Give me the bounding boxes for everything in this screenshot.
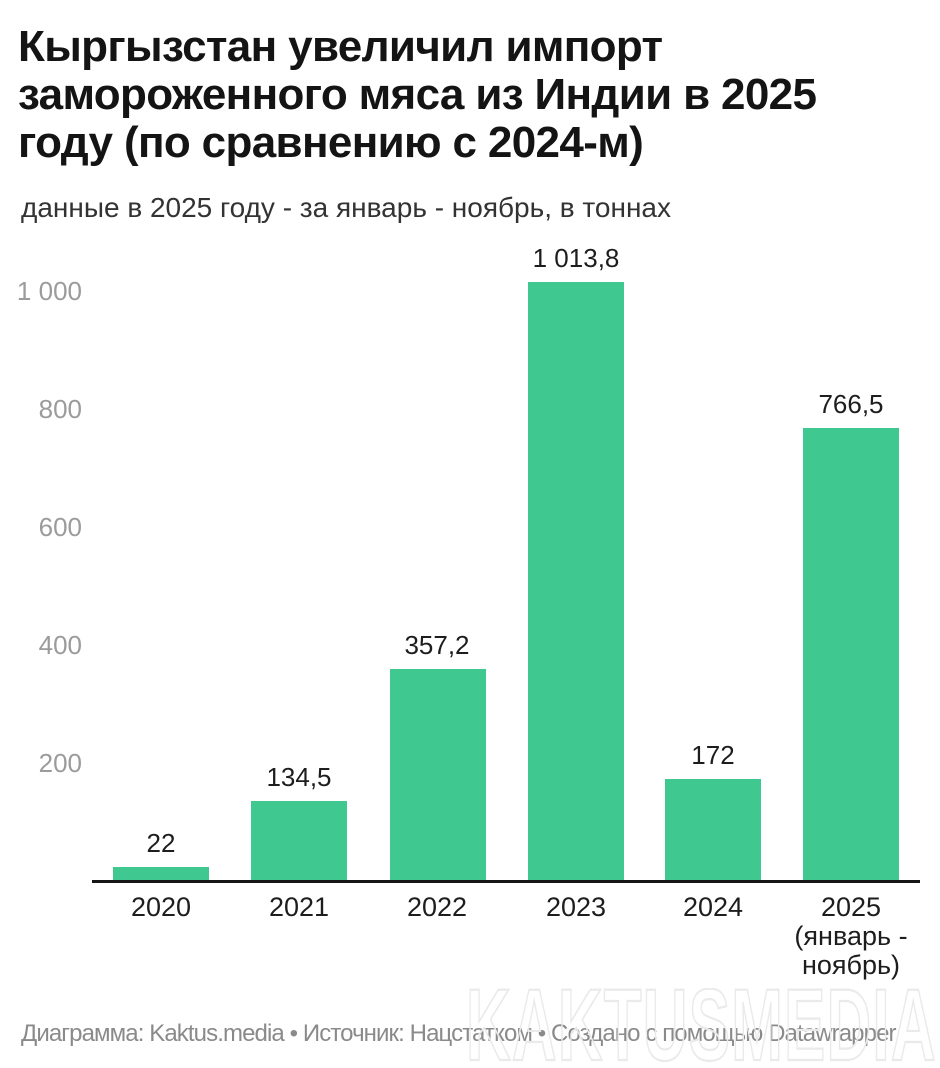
svg-text:KAKTUSMEDIA: KAKTUSMEDIA bbox=[466, 988, 937, 1068]
